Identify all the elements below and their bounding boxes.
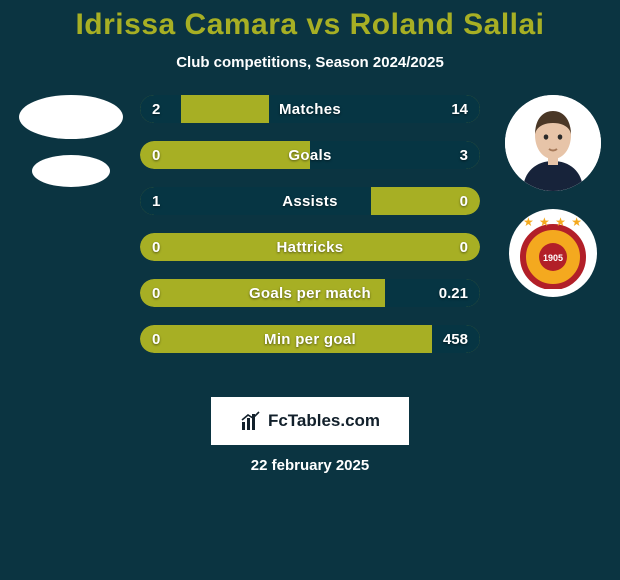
- bar-label: Goals: [140, 141, 480, 169]
- stat-bar: 00Hattricks: [140, 233, 480, 261]
- player-left-club-placeholder: [32, 155, 110, 187]
- stat-bar: 214Matches: [140, 95, 480, 123]
- stat-bar: 10Assists: [140, 187, 480, 215]
- bar-label: Min per goal: [140, 325, 480, 353]
- subtitle: Club competitions, Season 2024/2025: [0, 54, 620, 71]
- player-left-column: [16, 95, 126, 187]
- watermark-text: FcTables.com: [268, 411, 380, 431]
- stat-bar: 00.21Goals per match: [140, 279, 480, 307]
- bar-label: Assists: [140, 187, 480, 215]
- badge-stars: ★ ★ ★ ★: [509, 215, 597, 229]
- stat-bars: 214Matches 03Goals 10Assists 00Hattricks 00.…: [140, 95, 480, 371]
- content-area: 214Matches 03Goals 10Assists 00Hattricks 00.…: [0, 95, 620, 385]
- date: 22 february 2025: [0, 457, 620, 474]
- bar-label: Hattricks: [140, 233, 480, 261]
- stat-bar: 0458Min per goal: [140, 325, 480, 353]
- comparison-infographic: Idrissa Camara vs Roland Sallai Club com…: [0, 0, 620, 580]
- player-right-club-badge: ★ ★ ★ ★ 1905: [509, 209, 597, 297]
- chart-icon: [240, 410, 262, 432]
- player-right-avatar: [505, 95, 601, 191]
- badge-year-text: 1905: [543, 253, 563, 263]
- bar-label: Matches: [140, 95, 480, 123]
- watermark: FcTables.com: [211, 397, 409, 445]
- player-right-column: ★ ★ ★ ★ 1905: [498, 95, 608, 297]
- avatar-icon: [505, 95, 601, 191]
- player-left-avatar-placeholder: [19, 95, 123, 139]
- page-title: Idrissa Camara vs Roland Sallai: [0, 0, 620, 42]
- bar-label: Goals per match: [140, 279, 480, 307]
- stat-bar: 03Goals: [140, 141, 480, 169]
